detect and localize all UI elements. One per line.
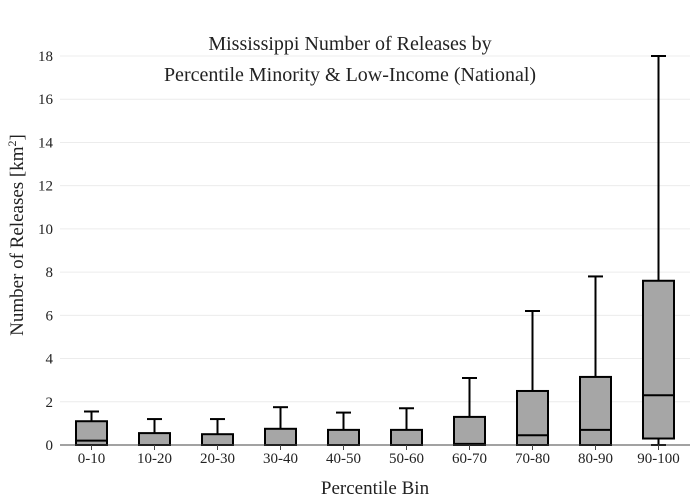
- y-tick-label: 16: [38, 92, 54, 108]
- gridlines: [60, 55, 690, 403]
- x-tick-label: 60-70: [452, 451, 487, 467]
- boxes: [75, 55, 675, 447]
- box-90-100: [642, 55, 675, 446]
- y-tick-label: 6: [46, 308, 54, 324]
- x-tick-label: 90-100: [637, 451, 680, 467]
- y-axis-title-end: ]: [7, 134, 28, 140]
- iqr-box: [327, 428, 360, 447]
- box-40-50: [327, 411, 360, 447]
- y-axis-ticks: 0 2 4 6 8 10 12 14 16 18: [38, 49, 54, 454]
- y-tick-label: 2: [46, 395, 54, 411]
- y-tick-label: 0: [46, 438, 54, 454]
- y-axis-title: Number of Releases [km2]: [5, 134, 28, 336]
- y-tick-label: 8: [46, 265, 54, 281]
- y-tick-label: 12: [38, 179, 53, 195]
- y-tick-label: 4: [46, 352, 54, 368]
- iqr-box: [138, 432, 171, 447]
- box-0-10: [75, 410, 108, 447]
- chart-title-line-2: Percentile Minority & Low-Income (Nation…: [164, 64, 536, 86]
- box-30-40: [264, 406, 297, 446]
- x-tick-label: 70-80: [515, 451, 550, 467]
- iqr-box: [201, 433, 234, 447]
- x-tick-label: 10-20: [137, 451, 172, 467]
- y-tick-label: 10: [38, 222, 53, 238]
- x-tick-label: 50-60: [389, 451, 424, 467]
- x-tick-label: 0-10: [78, 451, 106, 467]
- x-tick-label: 80-90: [578, 451, 613, 467]
- x-axis-title: Percentile Bin: [321, 478, 430, 499]
- box-20-30: [201, 418, 234, 447]
- x-tick-label: 30-40: [263, 451, 298, 467]
- box-60-70: [453, 377, 486, 446]
- chart-title-line-1: Mississippi Number of Releases by: [208, 33, 491, 55]
- box-10-20: [138, 418, 171, 447]
- y-axis-title-superscript: 2: [5, 140, 19, 146]
- box-50-60: [390, 407, 423, 447]
- box-70-80: [516, 310, 549, 447]
- y-tick-label: 14: [38, 135, 54, 151]
- y-tick-label: 18: [38, 49, 53, 65]
- iqr-box: [264, 427, 297, 446]
- iqr-box: [579, 375, 612, 446]
- iqr-box: [642, 279, 675, 440]
- box-80-90: [579, 275, 612, 446]
- x-tick-label: 40-50: [326, 451, 361, 467]
- iqr-box: [390, 428, 423, 447]
- x-tick-label: 20-30: [200, 451, 235, 467]
- iqr-box: [453, 415, 486, 446]
- y-axis-title-main: Number of Releases [km: [7, 146, 28, 336]
- iqr-box: [516, 389, 549, 447]
- x-axis-ticks: 0-10 10-20 20-30 30-40 40-50 50-60 60-70 70-80 8…: [78, 445, 680, 467]
